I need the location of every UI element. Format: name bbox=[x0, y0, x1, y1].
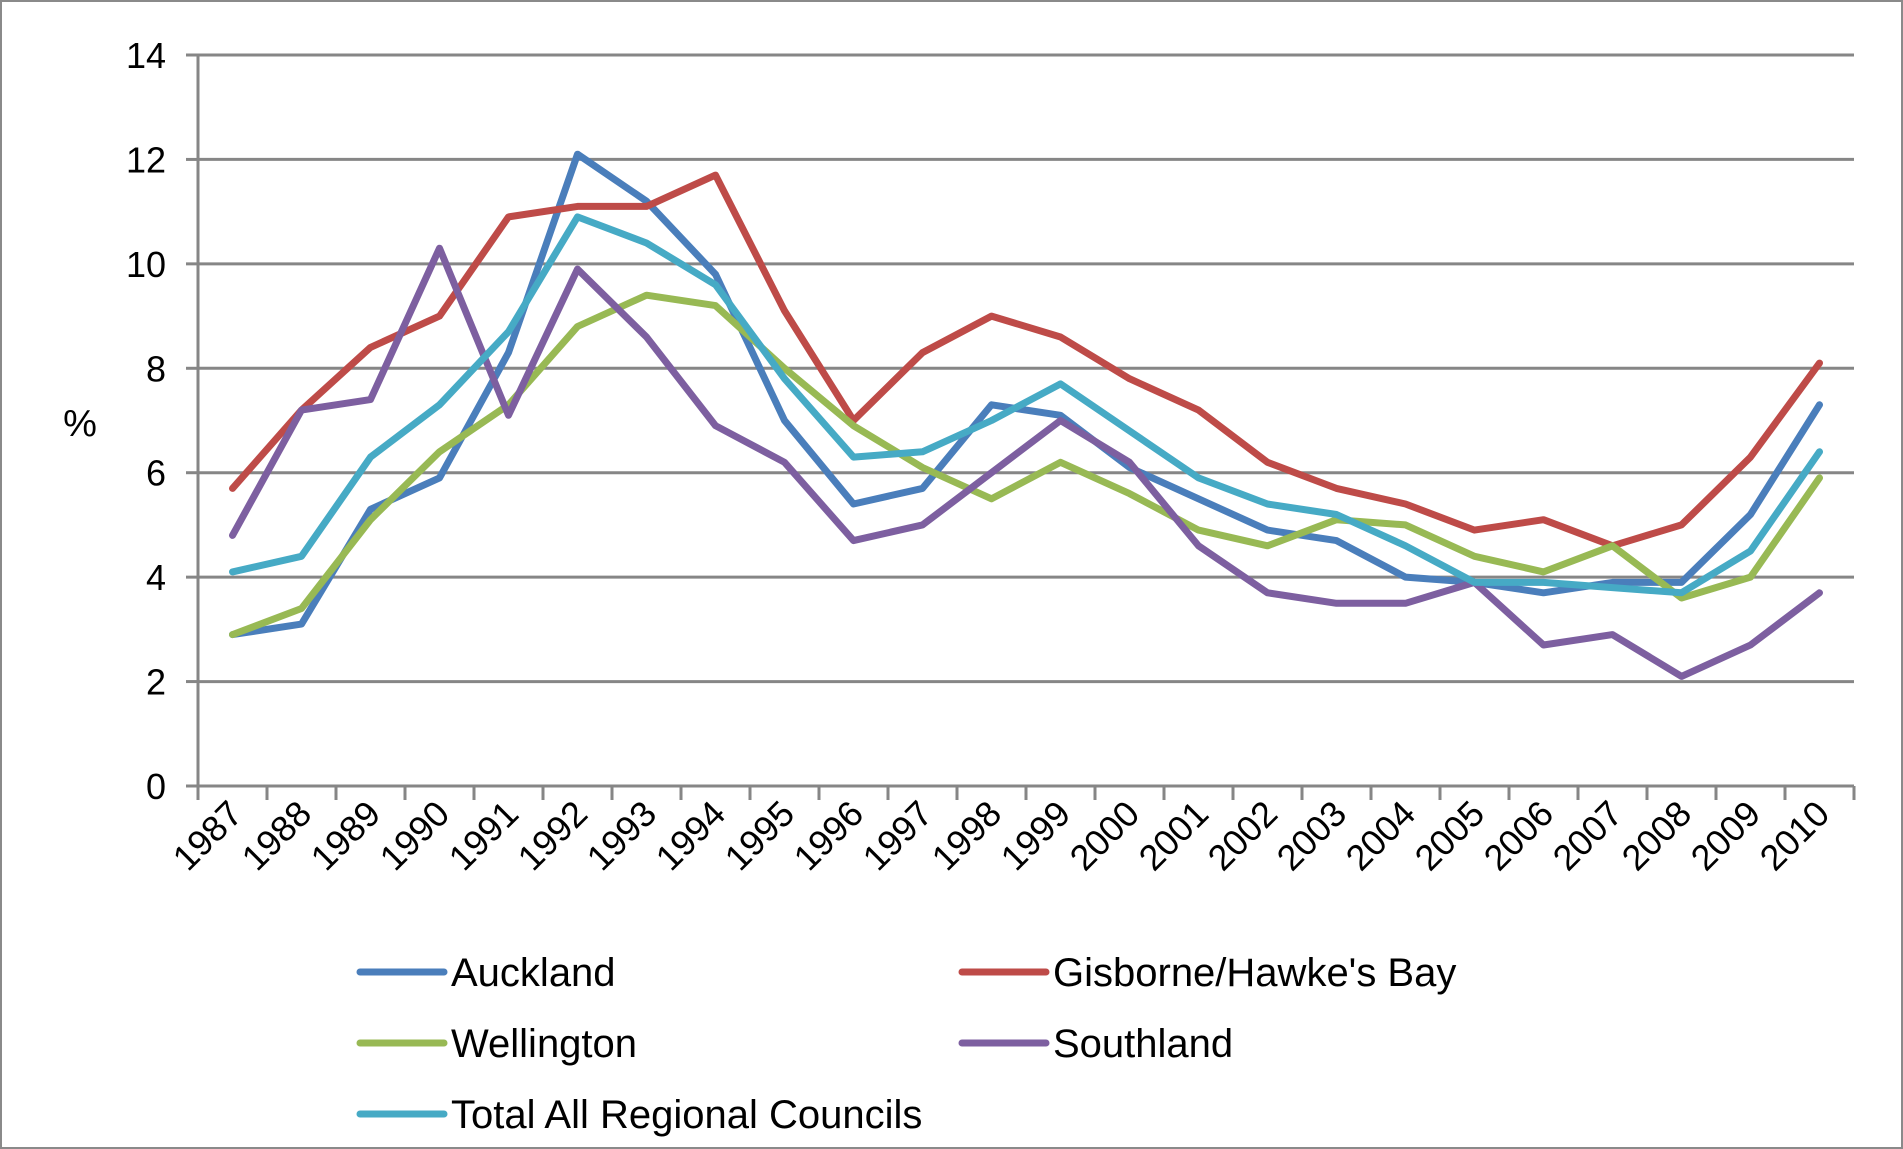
x-tick-label: 1998 bbox=[924, 793, 1010, 879]
x-tick-label: 1991 bbox=[441, 793, 527, 879]
x-tick-label: 1995 bbox=[717, 793, 803, 879]
x-tick-label: 2007 bbox=[1545, 793, 1631, 879]
x-tick-label: 2004 bbox=[1338, 793, 1424, 879]
x-tick-label: 2001 bbox=[1131, 793, 1217, 879]
axes bbox=[186, 53, 1856, 800]
x-tick-label: 2008 bbox=[1614, 793, 1700, 879]
legend-label: Total All Regional Councils bbox=[451, 1093, 922, 1137]
y-tick-label: 4 bbox=[146, 557, 166, 598]
x-tick-label: 1997 bbox=[855, 793, 941, 879]
series-line-auckland bbox=[229, 150, 1823, 639]
series-line-gisborne-hawke-s-bay bbox=[229, 171, 1823, 550]
x-tick-label: 1990 bbox=[372, 793, 458, 879]
x-tick-label: 1989 bbox=[303, 793, 389, 879]
y-tick-label: 0 bbox=[146, 766, 166, 807]
x-tick-label: 2005 bbox=[1407, 793, 1493, 879]
y-tick-label: 8 bbox=[146, 348, 166, 389]
x-tick-label: 2000 bbox=[1062, 793, 1148, 879]
y-tick-label: 6 bbox=[146, 453, 166, 494]
x-tick-label: 2006 bbox=[1476, 793, 1562, 879]
legend: Auckland Gisborne/Hawke's Bay Wellington So… bbox=[356, 951, 1456, 1137]
x-tick-label: 1992 bbox=[510, 793, 596, 879]
x-tick-label: 2003 bbox=[1269, 793, 1355, 879]
series-lines bbox=[229, 150, 1823, 680]
x-tick-label: 1987 bbox=[165, 793, 251, 879]
y-tick-label: 12 bbox=[126, 139, 166, 180]
legend-label: Auckland bbox=[451, 951, 616, 995]
x-tick-label: 1996 bbox=[786, 793, 872, 879]
legend-label: Gisborne/Hawke's Bay bbox=[1053, 951, 1456, 995]
x-tick-label: 2009 bbox=[1683, 793, 1769, 879]
x-tick-label: 2010 bbox=[1752, 793, 1838, 879]
legend-label: Wellington bbox=[451, 1022, 637, 1066]
x-tick-labels: 1987198819891990199119921993199419951996… bbox=[165, 793, 1838, 879]
legend-label: Southland bbox=[1053, 1022, 1233, 1066]
series-line-total-all-regional-councils bbox=[229, 213, 1823, 597]
y-tick-label: 14 bbox=[126, 35, 166, 76]
series-line-southland bbox=[229, 244, 1823, 680]
x-tick-label: 1994 bbox=[648, 793, 734, 879]
y-axis-title: % bbox=[63, 403, 97, 445]
x-tick-label: 1988 bbox=[234, 793, 320, 879]
y-tick-labels: 0 2 4 6 8 10 12 14 bbox=[126, 35, 166, 807]
y-tick-label: 2 bbox=[146, 662, 166, 703]
x-tick-label: 2002 bbox=[1200, 793, 1286, 879]
series-line-wellington bbox=[229, 291, 1823, 639]
x-tick-label: 1993 bbox=[579, 793, 665, 879]
y-tick-label: 10 bbox=[126, 244, 166, 285]
x-tick-label: 1999 bbox=[993, 793, 1079, 879]
